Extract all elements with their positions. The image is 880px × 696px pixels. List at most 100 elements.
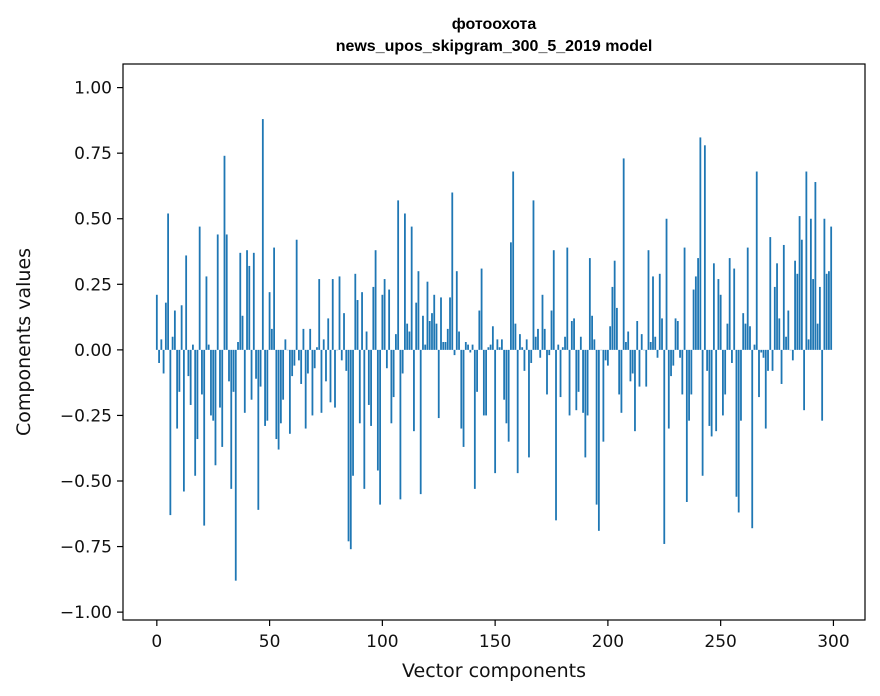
bar-40 [246, 250, 248, 350]
bar-243 [703, 145, 706, 350]
bar-279 [785, 336, 787, 350]
bar-269 [762, 349, 765, 358]
bar-39 [243, 349, 246, 413]
bar-270 [764, 349, 767, 429]
bar-108 [399, 349, 402, 500]
bar-29 [221, 349, 224, 447]
bar-51 [270, 328, 273, 350]
bar-272 [769, 237, 772, 350]
bar-248 [715, 349, 718, 432]
bar-61 [293, 349, 296, 366]
bar-104 [390, 349, 393, 424]
bar-35 [234, 349, 237, 581]
x-tick-label: 250 [704, 632, 736, 652]
bar-298 [828, 271, 830, 350]
bar-296 [823, 218, 826, 350]
bar-222 [656, 349, 659, 358]
bar-220 [652, 276, 654, 350]
bar-239 [694, 276, 697, 350]
bar-259 [740, 349, 742, 421]
bar-253 [726, 323, 729, 350]
bar-21 [203, 349, 206, 526]
x-tick-label: 0 [151, 632, 162, 652]
bar-79 [334, 349, 336, 408]
bar-123 [433, 294, 436, 350]
bar-182 [566, 247, 569, 350]
bar-28 [219, 349, 221, 408]
bar-70 [313, 349, 316, 369]
bar-192 [588, 258, 591, 350]
bar-274 [773, 286, 776, 350]
bar-112 [408, 331, 411, 350]
bar-97 [374, 250, 377, 350]
bar-234 [683, 247, 686, 350]
bar-251 [722, 349, 724, 416]
bar-114 [413, 349, 415, 432]
bar-284 [796, 273, 799, 350]
bar-88 [354, 273, 357, 350]
bar-46 [259, 349, 262, 387]
bar-257 [735, 349, 738, 497]
bar-160 [516, 349, 519, 474]
bar-122 [431, 313, 433, 350]
bar-81 [338, 276, 341, 350]
bar-59 [288, 349, 291, 434]
bar-278 [782, 244, 785, 350]
bar-156 [507, 349, 510, 442]
bar-145 [482, 349, 485, 416]
bar-290 [809, 218, 812, 350]
bar-27 [216, 234, 219, 350]
bar-291 [812, 279, 815, 350]
bar-255 [731, 349, 733, 363]
bar-62 [295, 239, 298, 350]
bar-164 [525, 339, 528, 350]
bar-6 [169, 349, 172, 516]
bar-43 [252, 252, 255, 350]
bar-273 [771, 349, 774, 371]
bar-266 [755, 171, 758, 350]
bar-212 [634, 349, 636, 432]
bar-294 [818, 286, 821, 350]
bar-188 [579, 336, 582, 350]
bar-141 [473, 349, 476, 489]
bar-221 [654, 336, 657, 350]
bar-297 [825, 273, 828, 350]
bar-233 [681, 349, 684, 395]
bar-288 [805, 171, 808, 350]
bar-169 [537, 328, 539, 350]
bar-289 [807, 339, 810, 350]
bar-276 [778, 318, 781, 350]
bar-13 [185, 255, 188, 350]
bar-83 [343, 313, 345, 350]
bar-241 [699, 137, 702, 350]
bar-217 [645, 349, 648, 387]
bar-196 [597, 349, 600, 531]
bar-262 [746, 247, 749, 350]
bar-14 [187, 349, 190, 377]
bar-105 [392, 349, 395, 398]
bar-95 [370, 349, 372, 426]
bar-137 [464, 342, 467, 350]
bar-277 [780, 349, 783, 384]
bar-168 [534, 336, 537, 350]
bar-131 [451, 192, 454, 350]
bar-287 [803, 349, 805, 411]
x-tick-label: 50 [259, 632, 281, 652]
bar-31 [225, 234, 228, 350]
bar-140 [471, 344, 474, 350]
bar-275 [776, 263, 778, 350]
bar-130 [449, 297, 451, 350]
bar-223 [658, 273, 661, 350]
bar-49 [266, 349, 269, 421]
bar-206 [620, 349, 623, 413]
bar-173 [546, 349, 548, 395]
bar-167 [532, 200, 535, 350]
y-tick-label: 0.50 [74, 210, 112, 230]
bar-19 [198, 226, 201, 350]
bar-65 [302, 328, 305, 350]
bar-171 [541, 294, 544, 350]
bar-116 [417, 271, 420, 350]
bar-138 [467, 344, 469, 350]
bar-261 [744, 323, 747, 350]
